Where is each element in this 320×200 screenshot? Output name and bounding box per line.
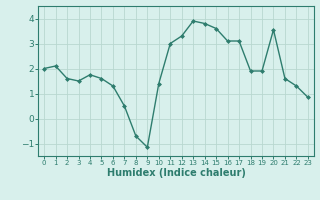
X-axis label: Humidex (Indice chaleur): Humidex (Indice chaleur) [107,168,245,178]
